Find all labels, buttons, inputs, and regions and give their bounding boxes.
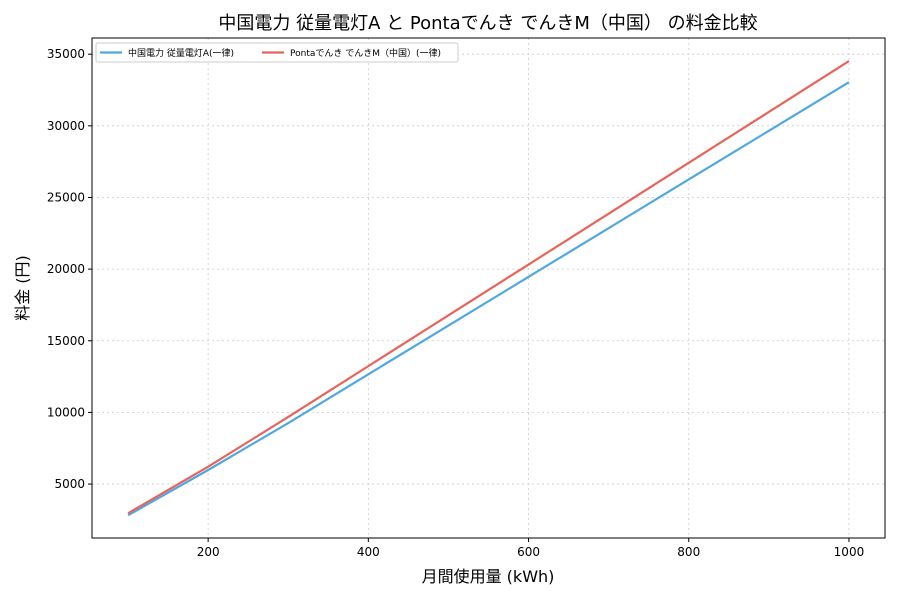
series-line-1 — [127, 81, 850, 517]
series-line-2 — [127, 60, 850, 515]
y-tick-label: 25000 — [47, 190, 85, 204]
x-tick-label: 1000 — [834, 545, 865, 559]
y-tick-label: 15000 — [47, 334, 85, 348]
y-tick-label: 5000 — [54, 477, 85, 491]
chart-title: 中国電力 従量電灯A と Pontaでんき でんきM（中国） の料金比較 — [218, 13, 757, 34]
plot-area-frame — [91, 37, 886, 539]
legend-label: Pontaでんき でんきM（中国）(一律) — [290, 47, 441, 59]
x-axis-label: 月間使用量 (kWh) — [422, 567, 555, 586]
x-tick-label: 600 — [517, 545, 540, 559]
x-tick-label: 800 — [677, 545, 700, 559]
y-tick-label: 35000 — [47, 47, 85, 61]
y-tick-label: 10000 — [47, 405, 85, 419]
legend: 中国電力 従量電灯A(一律) Pontaでんき でんきM（中国）(一律) — [95, 42, 459, 63]
x-tick-label: 200 — [197, 545, 220, 559]
y-axis-label: 料金 (円) — [13, 255, 32, 321]
y-tick-label: 30000 — [47, 119, 85, 133]
x-tick-label: 400 — [357, 545, 380, 559]
y-tick-label: 20000 — [47, 262, 85, 276]
legend-label: 中国電力 従量電灯A(一律) — [128, 47, 234, 59]
